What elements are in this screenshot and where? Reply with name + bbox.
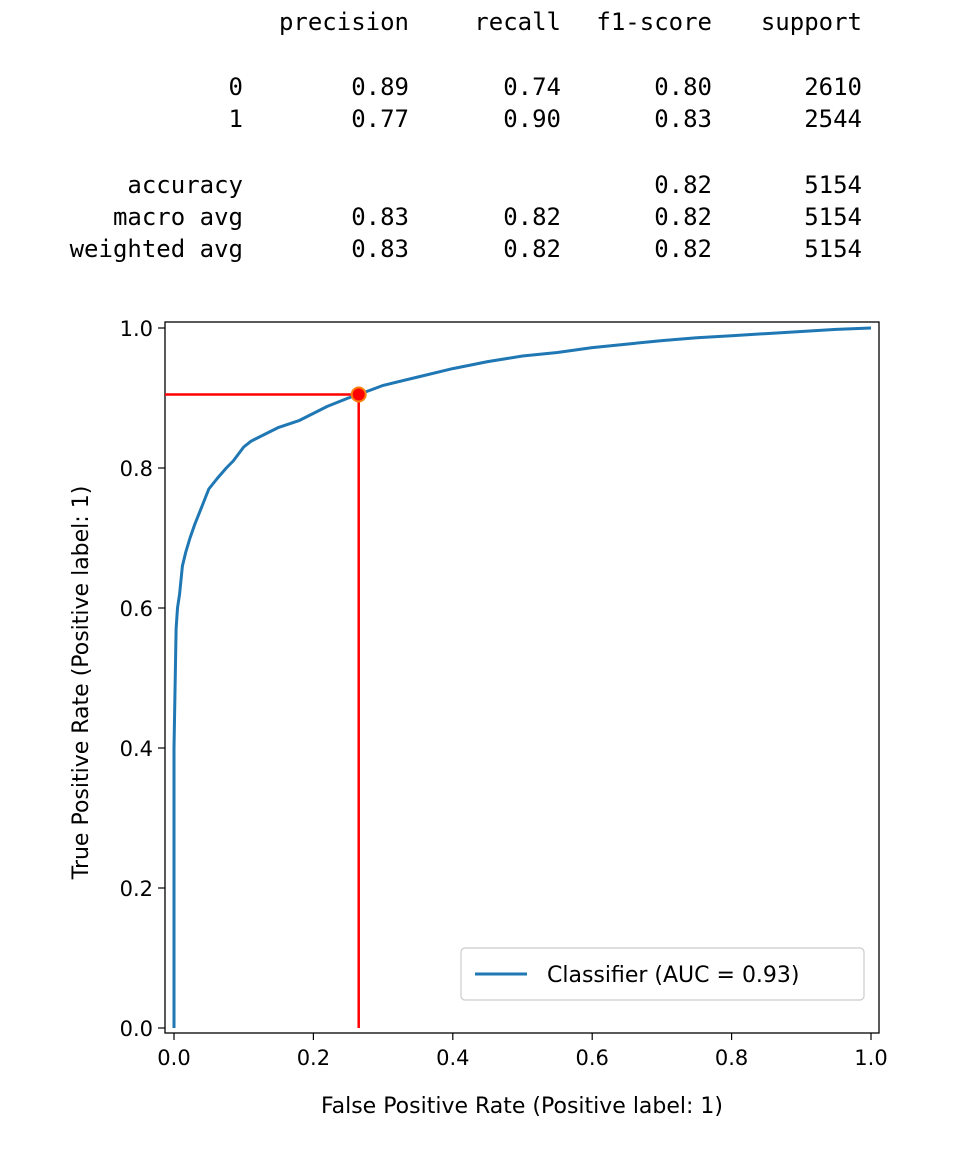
x-tick-label: 0.6 <box>575 1046 608 1070</box>
report-cell-precision: 0.89 <box>351 73 409 101</box>
report-header-cell: recall <box>474 8 561 36</box>
report-cell-precision: 0.83 <box>351 235 409 263</box>
report-cell-support: 5154 <box>804 171 862 199</box>
report-cell-label: macro avg <box>112 203 243 231</box>
report-header-cell: precision <box>278 8 409 36</box>
y-tick-label: 0.8 <box>120 457 153 481</box>
report-cell-f1: 0.83 <box>654 105 712 133</box>
report-cell-recall: 0.90 <box>503 105 561 133</box>
report-header-cell: support <box>760 8 862 36</box>
report-cell-label: 0 <box>228 73 243 101</box>
report-cell-recall: 0.82 <box>503 235 561 263</box>
report-cell-label: weighted avg <box>69 235 243 263</box>
y-tick-label: 0.4 <box>120 737 153 761</box>
y-axis-label: True Positive Rate (Positive label: 1) <box>69 486 94 881</box>
report-header-cell: f1-score <box>596 8 712 36</box>
plot-frame <box>164 321 880 1034</box>
report-cell-recall: 0.74 <box>503 73 561 101</box>
roc-chart: 0.0 0.2 0.4 0.6 0.8 1.0 0.0 0.2 0.4 0.6 0.8 1.0 Fals… <box>69 317 888 1119</box>
report-cell-recall: 0.82 <box>503 203 561 231</box>
x-tick-label: 0.4 <box>436 1046 469 1070</box>
legend-box <box>460 947 865 1001</box>
report-cell-precision: 0.77 <box>351 105 409 133</box>
report-cell-label: 1 <box>228 105 243 133</box>
report-cell-f1: 0.80 <box>654 73 712 101</box>
x-tick-label: 0.0 <box>157 1046 190 1070</box>
y-tick-label: 1.0 <box>120 317 153 341</box>
classification-report: precision recall f1-score support 0 0.89 0.74 0… <box>0 0 953 290</box>
report-cell-support: 2544 <box>804 105 862 133</box>
y-tick-label: 0.0 <box>120 1017 153 1041</box>
threshold-point <box>350 386 367 403</box>
roc-curve-line <box>172 326 872 1028</box>
x-tick-label: 1.0 <box>854 1046 887 1070</box>
x-tick-label: 0.2 <box>297 1046 330 1070</box>
report-cell-support: 5154 <box>804 235 862 263</box>
x-tick-label: 0.8 <box>715 1046 748 1070</box>
x-axis-label: False Positive Rate (Positive label: 1) <box>321 1094 723 1119</box>
y-tick-label: 0.6 <box>120 597 153 621</box>
report-cell-f1: 0.82 <box>654 171 712 199</box>
legend-label: Classifier (AUC = 0.93) <box>547 963 800 988</box>
report-cell-f1: 0.82 <box>654 235 712 263</box>
y-tick-label: 0.2 <box>120 877 153 901</box>
report-cell-support: 2610 <box>804 73 862 101</box>
report-cell-label: accuracy <box>127 171 243 199</box>
report-cell-support: 5154 <box>804 203 862 231</box>
report-cell-f1: 0.82 <box>654 203 712 231</box>
report-cell-precision: 0.83 <box>351 203 409 231</box>
